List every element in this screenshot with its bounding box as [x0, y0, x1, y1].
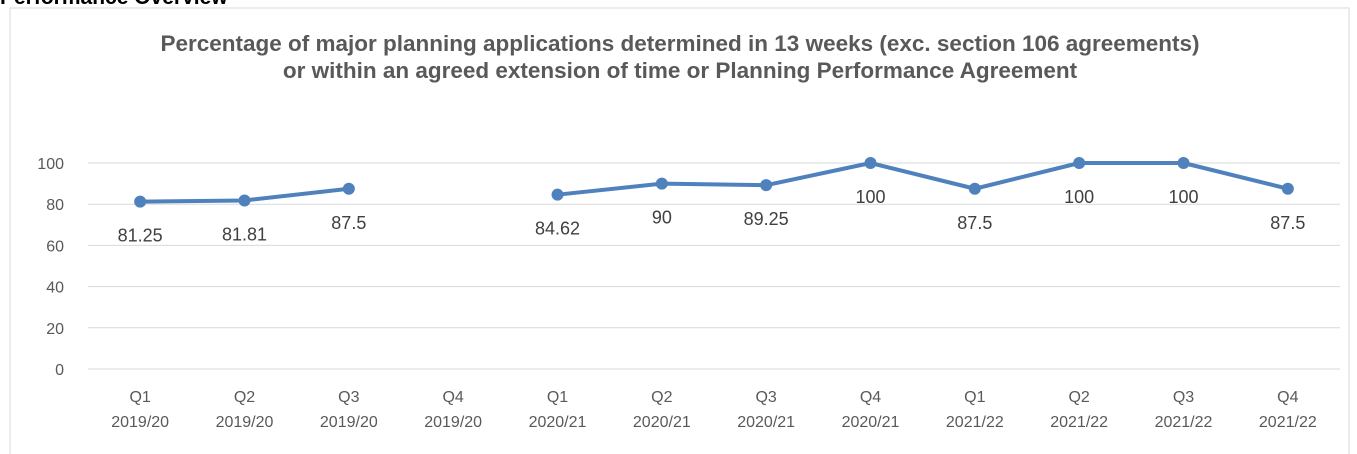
y-tick-label: 60: [46, 238, 64, 255]
x-tick-label: 2019/20: [424, 414, 482, 431]
data-label: 87.5: [957, 213, 992, 233]
data-label: 100: [855, 187, 885, 207]
data-label: 100: [1168, 187, 1198, 207]
data-point: [1177, 157, 1190, 169]
x-tick-label: Q2: [234, 389, 255, 406]
x-tick-label: 2020/21: [842, 414, 900, 431]
x-tick-label: Q2: [651, 389, 672, 406]
y-tick-label: 100: [37, 156, 64, 173]
data-point: [1073, 157, 1086, 169]
y-tick-label: 40: [46, 280, 64, 297]
data-label: 81.25: [118, 226, 163, 246]
data-point: [968, 182, 981, 195]
data-point: [238, 194, 251, 207]
x-tick-label: Q3: [755, 389, 776, 406]
data-label: 90: [652, 208, 672, 228]
chart-frame: [9, 7, 1350, 454]
y-tick-label: 80: [46, 197, 64, 214]
x-tick-label: Q3: [338, 389, 359, 406]
page-heading: Performance Overview: [0, 0, 228, 9]
x-tick-label: Q2: [1068, 389, 1089, 406]
data-point: [655, 177, 668, 190]
data-point: [342, 182, 355, 195]
x-tick-label: Q3: [1173, 389, 1194, 406]
x-tick-label: 2019/20: [111, 414, 169, 431]
x-tick-label: Q4: [1277, 389, 1298, 406]
data-label: 87.5: [1270, 213, 1305, 233]
x-tick-label: 2019/20: [320, 414, 378, 431]
x-tick-label: Q1: [547, 389, 568, 406]
x-tick-label: Q4: [442, 389, 463, 406]
x-tick-label: 2020/21: [633, 414, 691, 431]
x-tick-label: 2021/22: [1050, 414, 1108, 431]
y-tick-label: 0: [55, 362, 64, 379]
data-label: 81.81: [222, 224, 267, 244]
data-point: [1281, 182, 1294, 195]
data-point: [864, 157, 877, 169]
data-label: 87.5: [331, 213, 366, 233]
x-tick-label: Q1: [964, 389, 985, 406]
x-tick-label: 2019/20: [216, 414, 274, 431]
chart-title: Percentage of major planning application…: [160, 31, 1200, 83]
y-tick-label: 20: [46, 321, 64, 338]
data-label: 100: [1064, 187, 1094, 207]
data-label: 84.62: [535, 219, 580, 239]
data-point: [134, 195, 147, 208]
data-point: [551, 188, 564, 201]
x-tick-label: 2021/22: [946, 414, 1004, 431]
data-label: 89.25: [744, 209, 789, 229]
series-line: [140, 161, 1289, 204]
x-tick-label: 2021/22: [1155, 414, 1213, 431]
x-tick-label: 2021/22: [1259, 414, 1317, 431]
x-tick-label: 2020/21: [737, 414, 795, 431]
x-tick-label: Q4: [860, 389, 881, 406]
x-tick-label: Q1: [129, 389, 150, 406]
x-tick-label: 2020/21: [529, 414, 587, 431]
data-point: [760, 179, 773, 192]
